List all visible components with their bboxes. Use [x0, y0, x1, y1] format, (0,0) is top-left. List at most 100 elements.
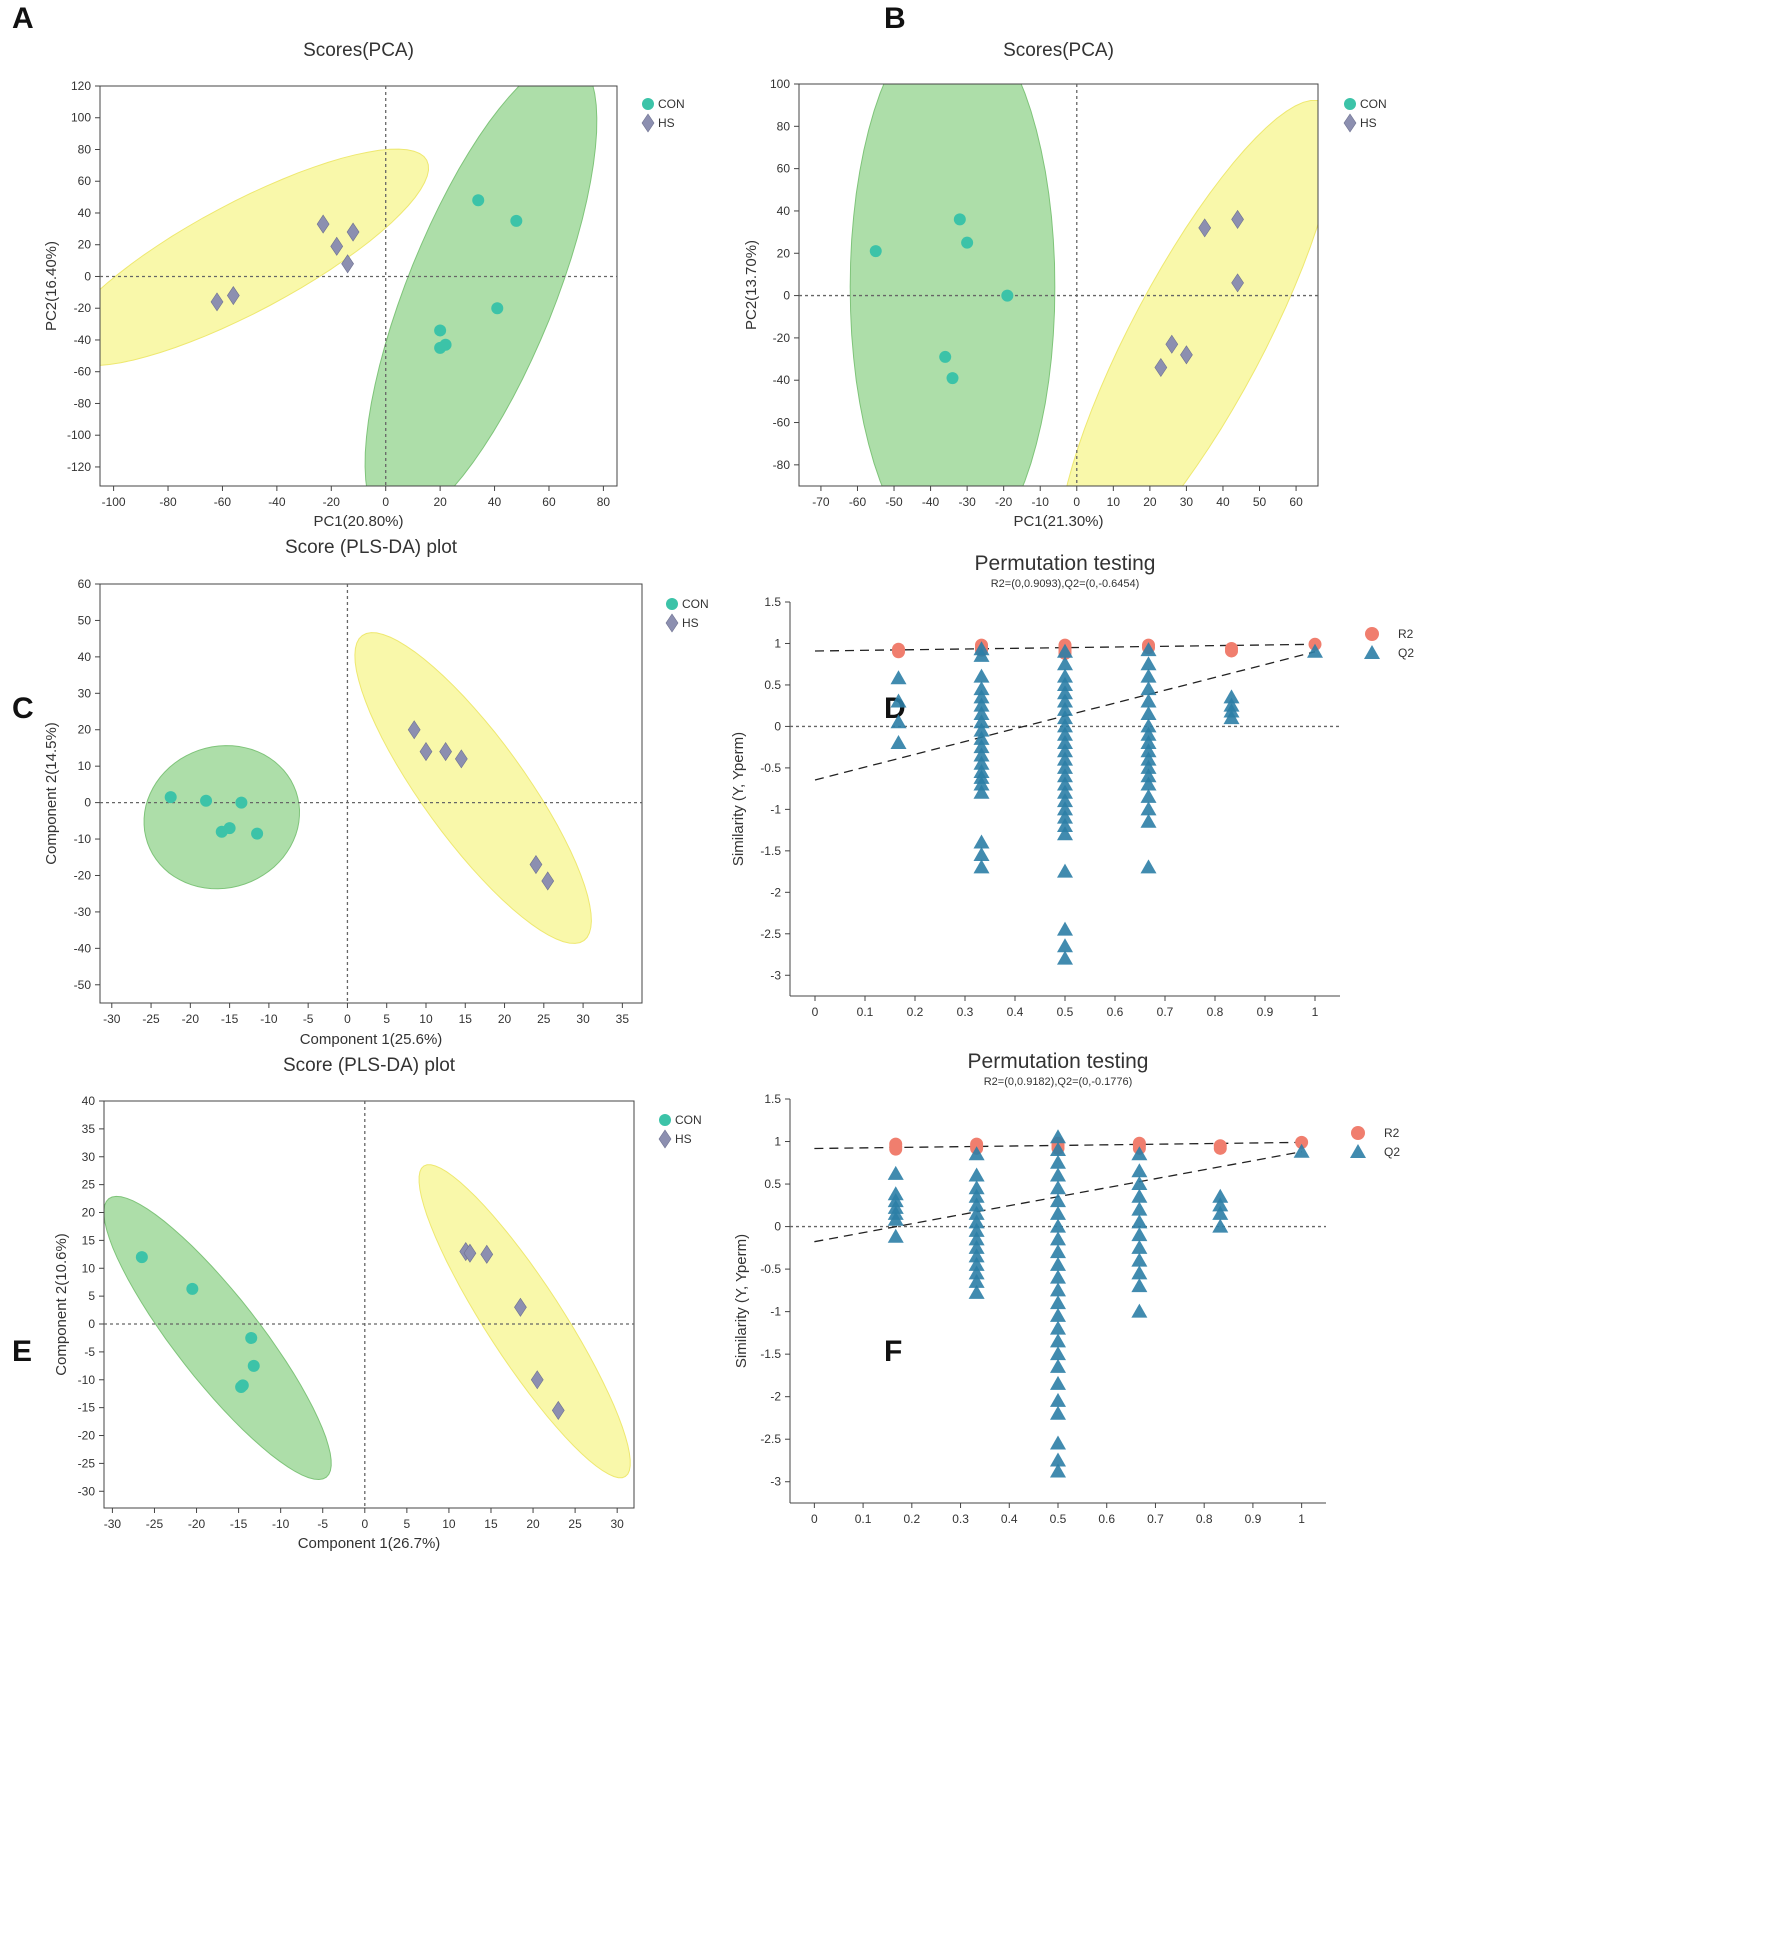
point-q2 — [1140, 705, 1157, 720]
point-con — [245, 1331, 258, 1344]
x-tick-label: -80 — [159, 495, 177, 509]
x-tick-label: -20 — [995, 495, 1013, 509]
point-q2 — [1057, 863, 1073, 878]
chart-title: Scores(PCA) — [303, 40, 414, 61]
point-hs — [530, 1370, 544, 1390]
x-tick-label: 0.3 — [952, 1512, 969, 1526]
x-tick-label: -10 — [1032, 495, 1050, 509]
x-tick-label: 0.4 — [1007, 1005, 1024, 1019]
x-tick-label: 40 — [488, 495, 502, 509]
point-q2 — [1057, 768, 1073, 783]
point-q2 — [1057, 693, 1073, 708]
x-tick-label: 60 — [542, 495, 556, 509]
ellipse-hs — [418, 1164, 631, 1479]
point-q2 — [1050, 1180, 1066, 1195]
legend-marker-hs — [1343, 113, 1357, 133]
point-q2 — [1131, 1146, 1148, 1161]
y-tick-label: -1.5 — [760, 844, 781, 858]
x-tick-label: 0 — [382, 495, 389, 509]
point-q2 — [1140, 859, 1157, 874]
y-tick-label: 100 — [770, 77, 790, 91]
x-tick-label: 15 — [459, 1012, 473, 1026]
y-tick-label: -40 — [773, 373, 791, 387]
point-q2 — [1131, 1239, 1148, 1254]
point-q2 — [1057, 685, 1073, 700]
point-r2 — [1213, 1141, 1227, 1155]
point-hs — [1231, 273, 1244, 293]
point-hs — [346, 222, 360, 242]
point-con — [235, 1381, 248, 1394]
point-q2 — [1057, 735, 1073, 750]
point-hs — [1154, 357, 1168, 378]
point-con — [434, 324, 447, 337]
point-q2 — [1057, 656, 1073, 671]
point-q2 — [1140, 681, 1157, 696]
point-q2 — [1140, 726, 1157, 741]
x-tick-label: -25 — [142, 1012, 160, 1026]
point-q2 — [1057, 759, 1073, 774]
x-tick-label: 25 — [568, 1517, 582, 1531]
y-tick-label: 40 — [82, 1094, 96, 1108]
x-tick-label: 0.2 — [907, 1005, 924, 1019]
y-tick-label: -20 — [74, 301, 92, 315]
x-tick-label: 20 — [526, 1517, 540, 1531]
y-tick-label: -0.5 — [760, 1262, 781, 1276]
x-tick-label: -100 — [102, 495, 126, 509]
point-q2 — [1050, 1375, 1066, 1390]
y-tick-label: 30 — [82, 1150, 96, 1164]
y-axis-label: PC2(16.40%) — [43, 241, 60, 331]
y-tick-label: 25 — [82, 1178, 96, 1192]
point-q2 — [968, 1239, 985, 1254]
point-q2 — [973, 834, 990, 849]
plot-frame — [99, 85, 618, 487]
point-q2 — [1050, 1193, 1066, 1208]
legend-label: CON — [675, 1113, 702, 1127]
y-axis-label: Similarity (Y, Yperm) — [730, 732, 747, 866]
point-q2 — [1050, 1269, 1066, 1284]
y-tick-label: 20 — [777, 246, 791, 260]
point-q2 — [968, 1248, 985, 1263]
point-q2 — [1057, 643, 1073, 658]
point-q2 — [973, 697, 990, 712]
point-q2 — [1057, 793, 1073, 808]
point-q2 — [1140, 801, 1157, 816]
x-tick-label: 0.9 — [1245, 1512, 1262, 1526]
point-con — [164, 791, 177, 804]
legend-label: Q2 — [1398, 646, 1414, 660]
y-tick-label: 40 — [78, 650, 92, 664]
point-q2 — [1057, 809, 1073, 824]
x-tick-label: 0.5 — [1057, 1005, 1074, 1019]
x-tick-label: 1 — [1312, 1005, 1319, 1019]
point-q2 — [1057, 950, 1073, 965]
point-hs — [439, 742, 452, 762]
y-tick-label: 120 — [71, 79, 91, 93]
x-tick-label: -40 — [268, 495, 286, 509]
point-con — [953, 213, 966, 226]
x-tick-label: 30 — [610, 1517, 624, 1531]
point-hs — [1231, 209, 1244, 229]
point-q2 — [887, 1211, 904, 1226]
ellipse-hs — [100, 148, 430, 366]
x-axis-label: PC1(21.30%) — [1013, 513, 1103, 530]
y-tick-label: 10 — [78, 759, 92, 773]
point-q2 — [1057, 710, 1073, 725]
y-tick-label: -3 — [770, 968, 781, 982]
chart-e-plsda: Score (PLS-DA) plot -30 -25 -20 -15 -10 -5 0 5 10… — [53, 1055, 702, 1552]
x-tick-label: 30 — [1180, 495, 1194, 509]
point-q2 — [973, 705, 990, 720]
point-q2 — [1050, 1452, 1066, 1467]
point-q2 — [1140, 718, 1157, 733]
x-tick-label: 0.7 — [1147, 1512, 1164, 1526]
point-q2 — [1050, 1244, 1066, 1259]
point-hs — [407, 720, 421, 740]
y-tick-label: -20 — [74, 868, 92, 882]
x-tick-label: 1 — [1298, 1512, 1305, 1526]
y-tick-label: 0 — [88, 1317, 95, 1331]
point-con — [939, 350, 952, 363]
y-tick-label: 0.5 — [764, 1177, 781, 1191]
y-axis-label: Similarity (Y, Yperm) — [733, 1234, 750, 1368]
ellipse-group — [143, 632, 592, 944]
y-tick-label: 1 — [774, 1135, 781, 1149]
x-tick-label: -10 — [272, 1517, 290, 1531]
point-con — [186, 1282, 199, 1295]
